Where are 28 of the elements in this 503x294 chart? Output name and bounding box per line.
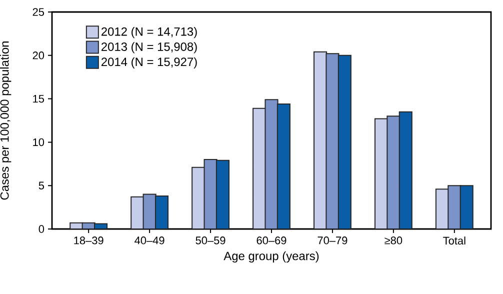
bar bbox=[216, 160, 230, 229]
x-tick-label: 50–59 bbox=[196, 236, 226, 244]
bar bbox=[192, 166, 206, 229]
x-tick-label: Total bbox=[443, 236, 466, 245]
y-tick-label: 5 bbox=[38, 182, 44, 190]
y-tick-label: 25 bbox=[32, 8, 44, 16]
y-axis-title: Cases per 100,000 population bbox=[0, 42, 12, 200]
x-tick-label: 60–69 bbox=[256, 236, 286, 244]
bar bbox=[398, 111, 412, 229]
x-tick-label: ≥80 bbox=[384, 236, 402, 244]
bar bbox=[460, 185, 474, 229]
legend-label: 2013 (N = 15,908) bbox=[102, 42, 197, 54]
legend-label: 2014 (N = 15,927) bbox=[102, 57, 197, 68]
y-tick-label: 10 bbox=[33, 138, 44, 146]
bar bbox=[276, 104, 290, 229]
legend-label: 2012 (N = 14,713) bbox=[102, 27, 197, 38]
bar bbox=[264, 99, 278, 229]
bar bbox=[338, 54, 352, 229]
x-tick-label: 40–49 bbox=[134, 236, 164, 244]
y-tick-label: 15 bbox=[33, 94, 44, 103]
x-tick-label: 70–79 bbox=[318, 236, 348, 244]
y-tick-label: 0 bbox=[38, 225, 44, 233]
bar bbox=[326, 53, 340, 229]
x-tick-label: 18–39 bbox=[74, 236, 104, 244]
bar bbox=[448, 185, 462, 229]
x-axis-title: Age group (years) bbox=[224, 251, 319, 263]
y-tick-label: 20 bbox=[32, 52, 44, 60]
bar bbox=[386, 116, 400, 229]
